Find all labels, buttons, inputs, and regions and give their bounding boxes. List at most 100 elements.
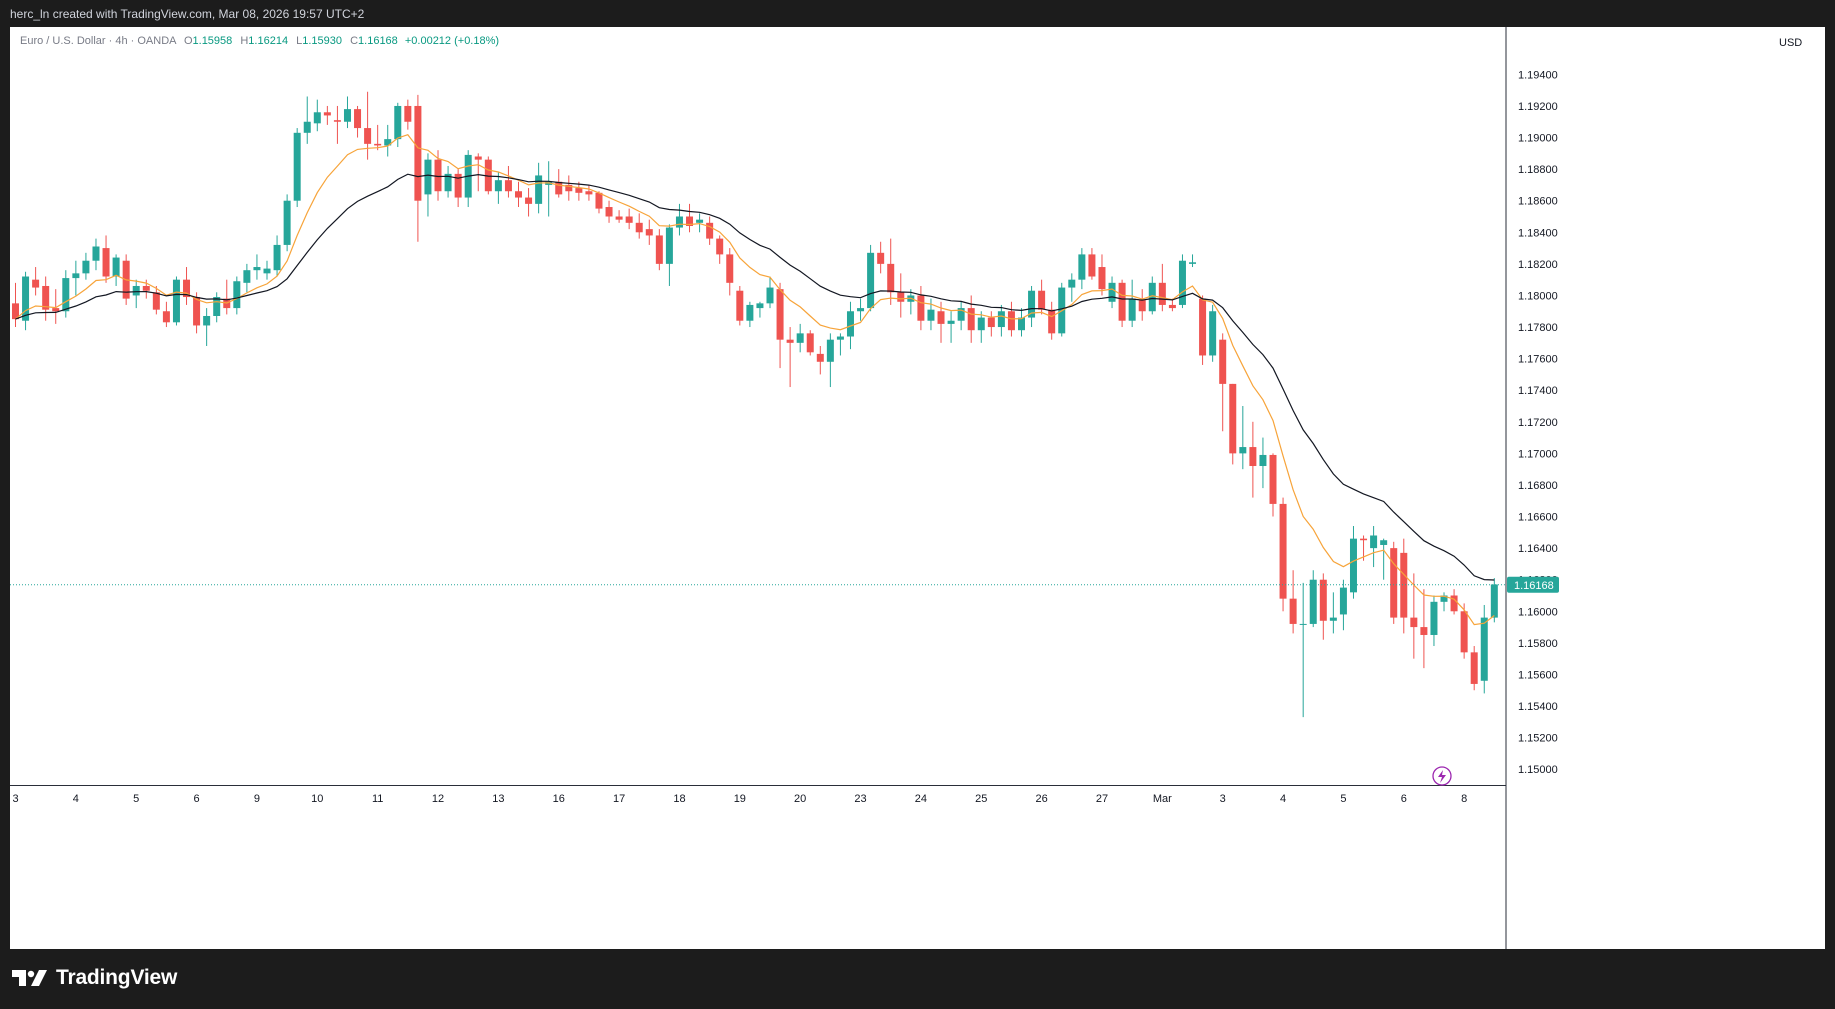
candle-body[interactable] (414, 105, 422, 201)
candle-body[interactable] (92, 246, 100, 261)
candle-body[interactable] (1400, 552, 1408, 618)
candle-body[interactable] (1289, 598, 1297, 624)
candle-body[interactable] (897, 292, 905, 302)
candle-body[interactable] (1189, 262, 1197, 264)
candle-body[interactable] (756, 303, 764, 309)
candle-body[interactable] (605, 207, 613, 217)
candle-body[interactable] (1450, 595, 1458, 612)
candle-body[interactable] (494, 180, 502, 192)
candle-body[interactable] (977, 317, 985, 331)
price-chart[interactable]: 1.19400 1.19200 1.19000 1.18800 1.18600 1.184… (10, 27, 1825, 949)
candle-body[interactable] (585, 191, 593, 195)
candle-body[interactable] (22, 276, 30, 321)
candle-body[interactable] (323, 112, 331, 116)
candle-body[interactable] (102, 248, 110, 277)
candle-body[interactable] (857, 308, 865, 312)
candle-body[interactable] (172, 279, 180, 323)
candle-body[interactable] (776, 289, 784, 340)
candle-body[interactable] (1219, 339, 1227, 384)
candle-body[interactable] (1199, 298, 1207, 356)
candle-body[interactable] (716, 238, 724, 255)
candle-body[interactable] (645, 229, 653, 236)
candle-body[interactable] (1259, 454, 1267, 467)
candle-body[interactable] (72, 273, 80, 279)
candle-body[interactable] (32, 279, 40, 288)
candle-body[interactable] (867, 252, 875, 309)
candle-body[interactable] (887, 263, 895, 293)
candle-body[interactable] (1028, 290, 1036, 318)
candle-body[interactable] (696, 219, 704, 223)
candle-body[interactable] (1158, 282, 1166, 305)
candle-body[interactable] (816, 353, 824, 362)
candle-body[interactable] (1480, 617, 1488, 681)
candle-body[interactable] (313, 112, 321, 124)
candle-body[interactable] (796, 333, 804, 343)
candle-body[interactable] (52, 308, 60, 312)
candle-body[interactable] (1370, 535, 1378, 549)
candle-body[interactable] (655, 235, 663, 264)
candle-body[interactable] (947, 320, 955, 324)
candle-body[interactable] (152, 292, 160, 310)
candle-body[interactable] (303, 121, 311, 133)
candle-body[interactable] (987, 317, 995, 328)
candle-body[interactable] (404, 105, 412, 122)
currency-label[interactable]: USD (1779, 37, 1803, 49)
candle-body[interactable] (253, 267, 261, 271)
candle-body[interactable] (1299, 623, 1307, 625)
candle-body[interactable] (384, 139, 392, 146)
candle-body[interactable] (615, 216, 623, 220)
candle-body[interactable] (786, 339, 794, 343)
candle-body[interactable] (826, 339, 834, 362)
candle-body[interactable] (1108, 282, 1116, 302)
candle-body[interactable] (424, 159, 432, 195)
candle-body[interactable] (112, 257, 120, 277)
chart-frame[interactable]: 1.19400 1.19200 1.19000 1.18800 1.18600 1.184… (10, 27, 1825, 949)
candle-body[interactable] (444, 173, 452, 192)
candle-body[interactable] (927, 309, 935, 321)
candle-body[interactable] (1068, 279, 1076, 288)
candle-body[interactable] (1178, 260, 1186, 305)
candle-body[interactable] (1018, 317, 1025, 331)
candle-body[interactable] (1279, 503, 1287, 599)
candle-body[interactable] (525, 197, 533, 204)
candle-body[interactable] (635, 222, 643, 233)
candle-body[interactable] (364, 128, 372, 144)
candle-body[interactable] (213, 297, 221, 316)
candle-body[interactable] (1470, 652, 1478, 684)
candle-body[interactable] (203, 315, 211, 326)
candle-body[interactable] (565, 184, 573, 192)
candle-body[interactable] (1420, 627, 1428, 635)
candle-body[interactable] (726, 254, 734, 283)
candle-body[interactable] (1460, 611, 1468, 653)
candle-body[interactable] (484, 159, 492, 192)
candle-body[interactable] (1078, 254, 1086, 280)
candle-body[interactable] (1229, 383, 1237, 454)
candle-body[interactable] (343, 109, 351, 122)
candle-body[interactable] (675, 216, 683, 228)
candle-body[interactable] (1168, 304, 1176, 309)
candle-body[interactable] (746, 304, 754, 321)
candle-body[interactable] (1098, 267, 1106, 290)
candle-body[interactable] (957, 308, 965, 321)
candle-body[interactable] (836, 336, 844, 340)
candle-body[interactable] (273, 244, 281, 271)
candle-body[interactable] (736, 290, 744, 321)
candle-body[interactable] (263, 268, 271, 274)
candle-body[interactable] (595, 192, 603, 209)
candle-body[interactable] (504, 180, 512, 192)
candle-body[interactable] (1309, 579, 1317, 624)
candle-body[interactable] (535, 175, 543, 204)
candle-body[interactable] (374, 143, 382, 146)
candle-body[interactable] (555, 181, 563, 195)
candle-body[interactable] (1128, 298, 1136, 321)
candle-body[interactable] (846, 311, 854, 337)
candle-body[interactable] (82, 260, 90, 274)
candle-body[interactable] (1339, 587, 1347, 615)
candle-body[interactable] (1430, 601, 1438, 635)
candle-body[interactable] (243, 270, 251, 283)
candle-body[interactable] (686, 216, 694, 226)
candle-body[interactable] (1269, 454, 1277, 504)
candle-body[interactable] (132, 285, 140, 296)
candle-body[interactable] (1038, 290, 1046, 310)
candle-body[interactable] (706, 222, 714, 239)
